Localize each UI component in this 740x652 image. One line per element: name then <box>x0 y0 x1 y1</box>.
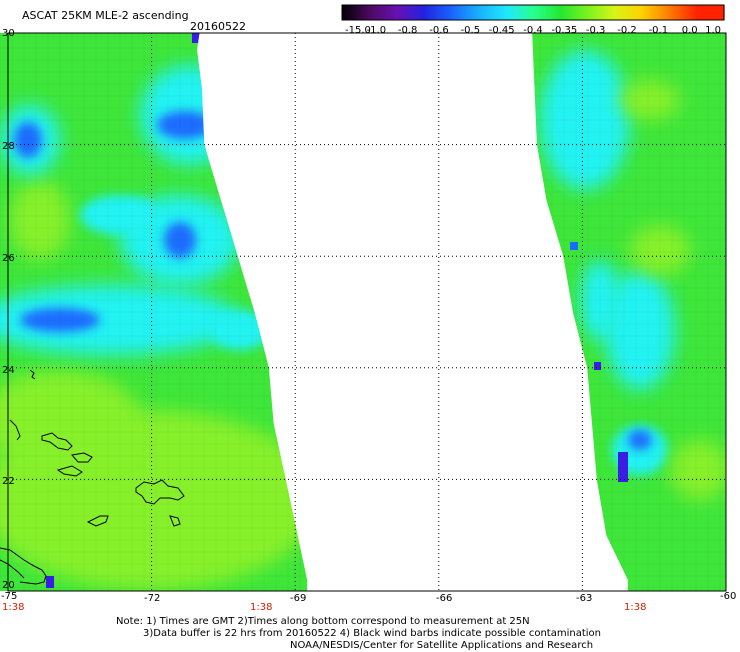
lon-label: -75 <box>1 591 18 602</box>
lat-label: 28 <box>2 141 15 152</box>
colorbar-segment <box>478 5 507 20</box>
time-label: 1:38 <box>250 602 273 613</box>
colorbar-segment <box>342 5 370 20</box>
colorbar-tick-label: -0.4 <box>523 25 543 36</box>
lat-label: 20 <box>2 580 15 591</box>
time-label: 1:38 <box>2 602 25 613</box>
note-line-1: Note: 1) Times are GMT 2)Times along bot… <box>116 616 530 627</box>
colorbar-border <box>341 4 725 21</box>
colorbar-segment <box>560 5 589 20</box>
colorbar-segment <box>396 5 425 20</box>
figure-date: 20160522 <box>190 20 246 33</box>
lat-label: 24 <box>2 365 15 376</box>
note-line-2: 3)Data buffer is 22 hrs from 20160522 4)… <box>143 628 601 639</box>
lat-label: 22 <box>2 476 15 487</box>
colorbar-tick-label: -0.6 <box>429 25 449 36</box>
lat-label: 26 <box>2 253 15 264</box>
colorbar-segment <box>505 5 534 20</box>
colorbar-tick-labels: -15.0-1.0 -0.8 -0.6 -0.5 -0.45 -0.4 -0.35 -0.3-… <box>345 25 721 36</box>
lon-label: -66 <box>436 593 453 604</box>
colorbar-tick-label: -1.0 <box>367 25 387 36</box>
colorbar-segment <box>669 5 698 20</box>
colorbar-tick-label: -0.2 <box>617 25 637 36</box>
colorbar-segment <box>587 5 616 20</box>
time-label: 1:38 <box>624 602 647 613</box>
colorbar-tick-label: -0.8 <box>398 25 418 36</box>
colorbar-tick-label: 0.0 <box>682 25 698 36</box>
colorbar-segment <box>533 5 561 20</box>
lon-label: -72 <box>144 593 161 604</box>
colorbar-tick-label: -15.0 <box>345 25 371 36</box>
colorbar-tick-label: -0.5 <box>461 25 481 36</box>
note-line-3: NOAA/NESDIS/Center for Satellite Applica… <box>290 640 594 651</box>
colorbar-segment <box>642 5 671 20</box>
colorbar-segment <box>696 5 725 20</box>
colorbar-tick-label: -0.3 <box>586 25 606 36</box>
colorbar-tick-label: -0.35 <box>551 25 577 36</box>
colorbar-segment <box>423 5 452 20</box>
lon-label: -69 <box>290 593 307 604</box>
coastlines <box>0 369 185 585</box>
colorbar-tick-label: -0.1 <box>649 25 669 36</box>
colorbar-tick-label: -0.45 <box>489 25 515 36</box>
lat-label: 30 <box>2 28 15 39</box>
figure-title: ASCAT 25KM MLE-2 ascending <box>22 9 189 22</box>
map-frame <box>7 32 727 592</box>
colorbar-segment <box>369 5 398 20</box>
colorbar-segment <box>614 5 643 20</box>
colorbar <box>341 4 725 21</box>
colorbar-tick-label: 1.0 <box>705 25 721 36</box>
colorbar-segment <box>451 5 480 20</box>
lon-label: -63 <box>576 593 593 604</box>
lon-label: -60 <box>720 591 737 602</box>
